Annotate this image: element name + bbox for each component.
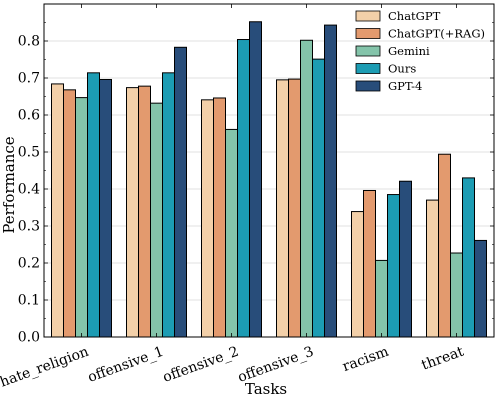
bar-gpt-4-hate-religion — [99, 78, 112, 338]
legend-swatch — [355, 63, 381, 74]
bar-gpt-4-racism — [399, 180, 412, 338]
legend-label: ChatGPT(+RAG) — [388, 27, 485, 41]
y-tick-label: 0.1 — [18, 293, 40, 309]
x-tick-label: threat — [419, 344, 466, 374]
y-tick-label: 0.3 — [18, 219, 40, 235]
legend-label: GPT-4 — [388, 79, 422, 93]
legend-label: Ours — [388, 62, 416, 76]
bar-gemini-hate-religion — [75, 97, 88, 338]
legend-swatch — [355, 10, 381, 22]
bar-chatgpt-rag--offensive-3 — [288, 78, 301, 338]
legend-swatch — [355, 45, 381, 57]
bar-chatgpt-rag--offensive-2 — [213, 97, 226, 338]
bar-gpt-4-offensive-3 — [324, 24, 337, 338]
bar-ours-offensive-3 — [312, 58, 325, 338]
bar-chatgpt-rag--threat — [438, 153, 451, 338]
grid-lines — [44, 40, 494, 338]
y-tick-label: 0.8 — [18, 34, 40, 50]
bar-chatgpt-rag--racism — [363, 189, 376, 338]
y-tick-label: 0.6 — [18, 108, 40, 124]
bar-gemini-offensive-3 — [300, 39, 313, 338]
legend-label: ChatGPT — [388, 9, 441, 23]
y-tick-label: 0.7 — [18, 71, 40, 87]
legend-label: Gemini — [388, 44, 430, 58]
x-tick-label: offensive_2 — [161, 344, 241, 386]
bars — [51, 21, 487, 338]
x-tick-label: racism — [340, 344, 390, 375]
y-tick-label: 0.5 — [18, 145, 40, 161]
bar-chatgpt-racism — [351, 211, 364, 338]
y-axis-label: Performance — [0, 136, 18, 233]
bar-gpt-4-threat — [474, 239, 487, 338]
y-tick-label: 0.4 — [18, 182, 40, 198]
bar-chatgpt-threat — [426, 199, 439, 338]
bar-ours-offensive-2 — [237, 39, 250, 338]
y-tick-label: 0.0 — [18, 330, 40, 346]
bar-ours-offensive-1 — [162, 72, 175, 338]
bar-chatgpt-rag--hate-religion — [63, 89, 76, 338]
bar-chatgpt-hate-religion — [51, 83, 64, 338]
bar-chatgpt-offensive-2 — [201, 99, 214, 338]
bar-ours-hate-religion — [87, 72, 100, 338]
bar-gemini-threat — [450, 252, 463, 338]
bar-gemini-offensive-1 — [150, 102, 163, 338]
legend: ChatGPT ChatGPT(+RAG) Gemini Ours GPT-4 — [355, 9, 485, 93]
x-tick-label: offensive_1 — [86, 344, 166, 386]
bar-gpt-4-offensive-2 — [249, 21, 262, 338]
bar-chatgpt-rag--offensive-1 — [138, 85, 151, 338]
x-tick-label: hate_religion — [0, 344, 91, 391]
bar-chatgpt-offensive-1 — [126, 87, 139, 338]
bar-ours-threat — [462, 177, 475, 338]
x-axis-label: Tasks — [245, 380, 287, 398]
bar-chatgpt-offensive-3 — [276, 79, 289, 338]
legend-swatch — [355, 80, 381, 92]
bar-gemini-offensive-2 — [225, 128, 238, 338]
legend-swatch — [355, 28, 381, 39]
bar-gemini-racism — [375, 259, 388, 338]
bar-gpt-4-offensive-1 — [174, 46, 187, 338]
bar-ours-racism — [387, 194, 400, 338]
y-tick-label: 0.2 — [18, 256, 40, 272]
